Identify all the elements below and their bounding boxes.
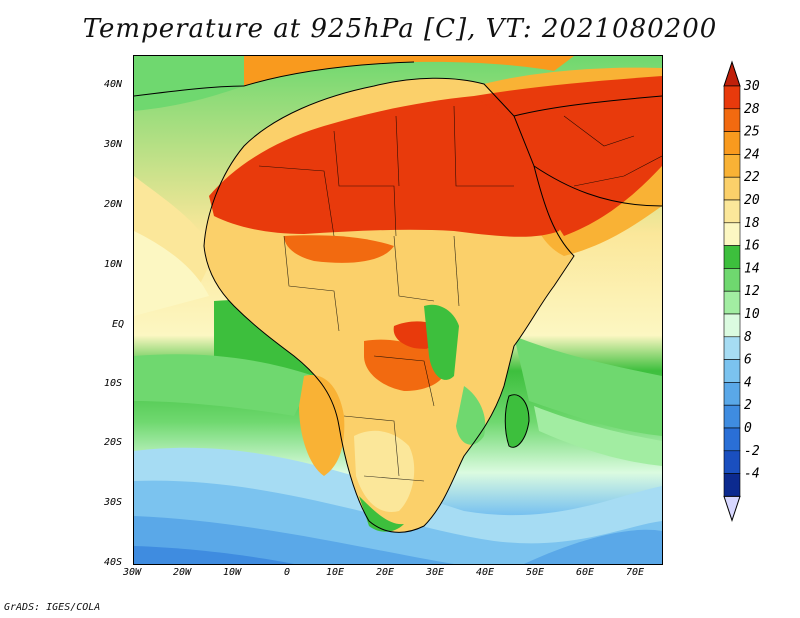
lon-label: 20W bbox=[173, 567, 192, 578]
colorbar-segment bbox=[723, 473, 741, 497]
colorbar-segment bbox=[723, 450, 741, 474]
colorbar-label: 12 bbox=[744, 284, 760, 299]
colorbar-label: 25 bbox=[744, 125, 760, 140]
colorbar-top-arrow bbox=[723, 60, 741, 87]
colorbar-segment bbox=[723, 176, 741, 201]
colorbar-segment bbox=[723, 290, 741, 315]
colorbar-segment bbox=[723, 404, 741, 429]
colorbar-segment bbox=[723, 336, 741, 360]
lon-label: 60E bbox=[576, 567, 595, 578]
lat-label: 20S bbox=[104, 437, 123, 448]
lat-label: 30N bbox=[104, 139, 123, 150]
lat-label: 10S bbox=[104, 378, 123, 389]
footer-credit: GrADS: IGES/COLA bbox=[4, 602, 101, 613]
colorbar-segment bbox=[723, 85, 741, 110]
colorbar-label: 20 bbox=[744, 193, 760, 208]
colorbar-label: 30 bbox=[743, 79, 760, 94]
lon-label: 50E bbox=[526, 567, 545, 578]
colorbar-label: 18 bbox=[744, 216, 760, 231]
colorbar-segment bbox=[723, 245, 741, 269]
colorbar-segment bbox=[723, 359, 741, 383]
colorbar-label: 10 bbox=[744, 307, 760, 322]
colorbar-segment bbox=[723, 427, 741, 452]
colorbar-label: 24 bbox=[744, 147, 760, 162]
lon-label: 40E bbox=[476, 567, 495, 578]
temperature-map bbox=[133, 55, 663, 565]
colorbar-label: 2 bbox=[744, 398, 752, 413]
colorbar-label: 6 bbox=[744, 353, 752, 368]
lon-label: 30W bbox=[123, 567, 142, 578]
colorbar-segment bbox=[723, 131, 741, 155]
colorbar-segment bbox=[723, 154, 741, 178]
colorbar-bottom-arrow bbox=[723, 495, 741, 522]
colorbar-label: 14 bbox=[744, 261, 760, 276]
colorbar-label: -4 bbox=[744, 467, 760, 482]
colorbar-label: 22 bbox=[744, 170, 760, 185]
colorbar-segment bbox=[723, 313, 741, 338]
colorbar-segment bbox=[723, 382, 741, 406]
lat-label: 10N bbox=[104, 259, 123, 270]
colorbar-segment bbox=[723, 222, 741, 246]
colorbar-segment bbox=[723, 199, 741, 224]
lat-label: 40N bbox=[104, 79, 123, 90]
lon-label: 20E bbox=[376, 567, 395, 578]
map-title: Temperature at 925hPa [C], VT: 202108020… bbox=[82, 14, 718, 44]
lon-label: 0 bbox=[284, 567, 291, 578]
lon-label: 30E bbox=[426, 567, 445, 578]
colorbar-label: 16 bbox=[744, 239, 760, 254]
colorbar-segment bbox=[723, 268, 741, 292]
lat-label: EQ bbox=[112, 319, 125, 330]
lat-label: 40S bbox=[104, 557, 123, 568]
colorbar-label: 8 bbox=[744, 330, 752, 345]
colorbar-label: -2 bbox=[744, 444, 760, 459]
lat-label: 20N bbox=[104, 199, 123, 210]
map-canvas bbox=[134, 56, 662, 564]
lat-label: 30S bbox=[104, 497, 123, 508]
lon-label: 10W bbox=[223, 567, 242, 578]
lon-label: 10E bbox=[326, 567, 345, 578]
lon-label: 70E bbox=[626, 567, 645, 578]
colorbar-segment bbox=[723, 108, 741, 132]
colorbar-label: 4 bbox=[744, 375, 752, 390]
colorbar-label: 0 bbox=[744, 421, 752, 436]
colorbar-label: 28 bbox=[744, 102, 760, 117]
